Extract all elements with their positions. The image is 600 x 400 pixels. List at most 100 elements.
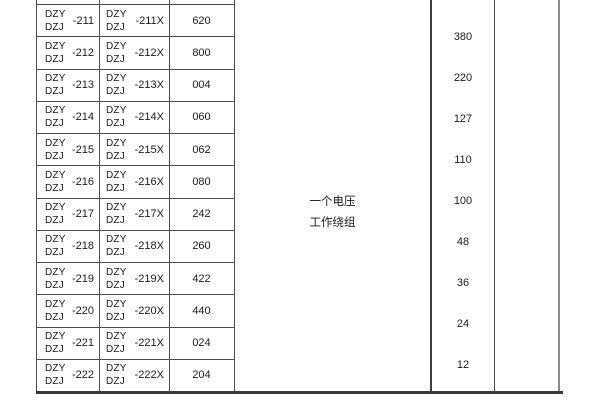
model-prefix: DZY DZJ bbox=[106, 233, 127, 259]
model-cell: DZY DZJ -215 bbox=[37, 134, 99, 165]
model-prefix-bottom: DZJ bbox=[45, 182, 64, 194]
value-text: 204 bbox=[192, 369, 211, 382]
value-cell: 080 bbox=[169, 166, 234, 197]
column-divider bbox=[99, 0, 100, 391]
model-prefix: DZY DZJ bbox=[45, 362, 66, 388]
model-prefix-top: DZY bbox=[45, 298, 66, 310]
value-cell: 260 bbox=[169, 231, 234, 262]
model-code: -216 bbox=[71, 175, 94, 188]
value-text: 620 bbox=[192, 14, 211, 27]
model-code-x: -214X bbox=[134, 111, 164, 124]
model-x-cell: DZY DZJ -215X bbox=[99, 134, 169, 165]
column-divider bbox=[169, 0, 170, 391]
model-x-cell: DZY DZJ -212X bbox=[99, 37, 169, 68]
model-prefix-bottom: DZJ bbox=[45, 150, 64, 162]
voltage-value: 36 bbox=[456, 276, 470, 289]
model-prefix: DZY DZJ bbox=[45, 298, 66, 324]
value-cell: 062 bbox=[169, 134, 234, 165]
model-code: -214 bbox=[71, 111, 94, 124]
model-prefix-bottom: DZJ bbox=[45, 279, 64, 291]
model-prefix: DZY DZJ bbox=[45, 233, 66, 259]
model-prefix-top: DZY bbox=[106, 40, 127, 52]
model-prefix-bottom: DZJ bbox=[45, 311, 64, 323]
value-cell: 440 bbox=[169, 295, 234, 326]
winding-description-line2: 工作绕组 bbox=[309, 217, 356, 229]
table-row: DZY DZJ -212 DZY DZJ -212X 800 bbox=[37, 36, 234, 68]
model-prefix-bottom: DZJ bbox=[106, 247, 125, 259]
model-prefix: DZY DZJ bbox=[106, 330, 127, 356]
model-prefix: DZY DZJ bbox=[106, 201, 127, 227]
model-prefix: DZY DZJ bbox=[45, 201, 66, 227]
voltage-value: 100 bbox=[453, 195, 473, 207]
model-code: -212 bbox=[71, 46, 94, 59]
model-x-cell: DZY DZJ -218X bbox=[99, 231, 169, 262]
model-prefix-bottom: DZJ bbox=[106, 53, 125, 65]
model-cell: DZY DZJ -212 bbox=[37, 37, 99, 68]
model-x-cell: DZY DZJ -213X bbox=[99, 70, 169, 101]
value-cell: 024 bbox=[169, 328, 234, 359]
model-code-x: -221X bbox=[134, 337, 164, 350]
value-cell: 422 bbox=[169, 263, 234, 294]
model-prefix-bottom: DZJ bbox=[106, 150, 125, 162]
model-prefix: DZY DZJ bbox=[45, 8, 66, 34]
table-row: DZY DZJ -215 DZY DZJ -215X 062 bbox=[37, 133, 234, 165]
model-code-x: -217X bbox=[134, 208, 164, 221]
model-prefix: DZY DZJ bbox=[106, 104, 127, 130]
model-prefix-bottom: DZJ bbox=[106, 21, 125, 33]
model-x-cell: DZY DZJ -211X bbox=[99, 5, 169, 36]
model-code: -221 bbox=[71, 337, 94, 350]
model-cell: DZY DZJ -211 bbox=[37, 5, 99, 36]
value-cell: 060 bbox=[169, 102, 234, 133]
model-prefix: DZY DZJ bbox=[45, 266, 66, 292]
model-prefix-top: DZY bbox=[106, 266, 127, 278]
model-cell: DZY DZJ -218 bbox=[37, 231, 99, 262]
model-code-x: -219X bbox=[134, 272, 164, 285]
model-prefix-top: DZY bbox=[45, 363, 66, 375]
model-x-cell: DZY DZJ -217X bbox=[99, 199, 169, 230]
value-text: 062 bbox=[192, 143, 211, 156]
model-prefix-bottom: DZJ bbox=[106, 118, 125, 130]
model-prefix-bottom: DZJ bbox=[106, 344, 125, 356]
model-code: -222 bbox=[71, 369, 94, 382]
table-row: DZY DZJ -216 DZY DZJ -216X 080 bbox=[37, 165, 234, 197]
value-text: 422 bbox=[192, 272, 211, 285]
voltage-value: 380 bbox=[453, 31, 473, 44]
model-prefix: DZY DZJ bbox=[106, 266, 127, 292]
model-prefix: DZY DZJ bbox=[45, 104, 66, 130]
model-cell: DZY DZJ -216 bbox=[37, 166, 99, 197]
model-prefix: DZY DZJ bbox=[106, 8, 127, 34]
model-prefix: DZY DZJ bbox=[106, 40, 127, 66]
model-prefix-top: DZY bbox=[106, 8, 127, 20]
voltage-value: 110 bbox=[454, 154, 472, 167]
value-cell: 620 bbox=[169, 5, 234, 36]
model-code-x: -222X bbox=[134, 369, 164, 382]
table-row: DZY DZJ -219 DZY DZJ -219X 422 bbox=[37, 262, 234, 294]
model-rows: DZY DZJ -211 DZY DZJ -211X 620 DZY DZJ -… bbox=[37, 4, 234, 391]
model-prefix-bottom: DZJ bbox=[106, 215, 125, 227]
table-row: DZY DZJ -222 DZY DZJ -222X 204 bbox=[37, 358, 234, 391]
model-prefix-top: DZY bbox=[45, 266, 66, 278]
model-x-cell: DZY DZJ -216X bbox=[99, 166, 169, 197]
model-prefix-bottom: DZJ bbox=[45, 247, 64, 259]
model-cell: DZY DZJ -213 bbox=[37, 70, 99, 101]
model-x-cell: DZY DZJ -222X bbox=[99, 360, 169, 391]
model-code-x: -215X bbox=[134, 143, 164, 156]
table-row: DZY DZJ -217 DZY DZJ -217X 242 bbox=[37, 197, 234, 230]
model-prefix-top: DZY bbox=[106, 363, 127, 375]
model-prefix-top: DZY bbox=[45, 137, 66, 149]
model-code-x: -213X bbox=[134, 79, 164, 92]
model-prefix-top: DZY bbox=[106, 234, 127, 246]
model-prefix: DZY DZJ bbox=[45, 169, 66, 195]
value-text: 260 bbox=[192, 240, 211, 253]
model-prefix-bottom: DZJ bbox=[45, 376, 64, 388]
model-code: -218 bbox=[71, 240, 94, 253]
empty-column bbox=[494, 0, 560, 391]
model-prefix-bottom: DZJ bbox=[106, 86, 125, 98]
model-code-x: -211X bbox=[135, 14, 164, 27]
model-prefix-top: DZY bbox=[45, 40, 66, 52]
model-table: DZY DZJ -211 DZY DZJ -211X 620 DZY DZJ -… bbox=[36, 0, 234, 391]
model-code: -211 bbox=[72, 14, 94, 27]
value-text: 080 bbox=[192, 175, 211, 188]
model-code-x: -216X bbox=[134, 175, 164, 188]
